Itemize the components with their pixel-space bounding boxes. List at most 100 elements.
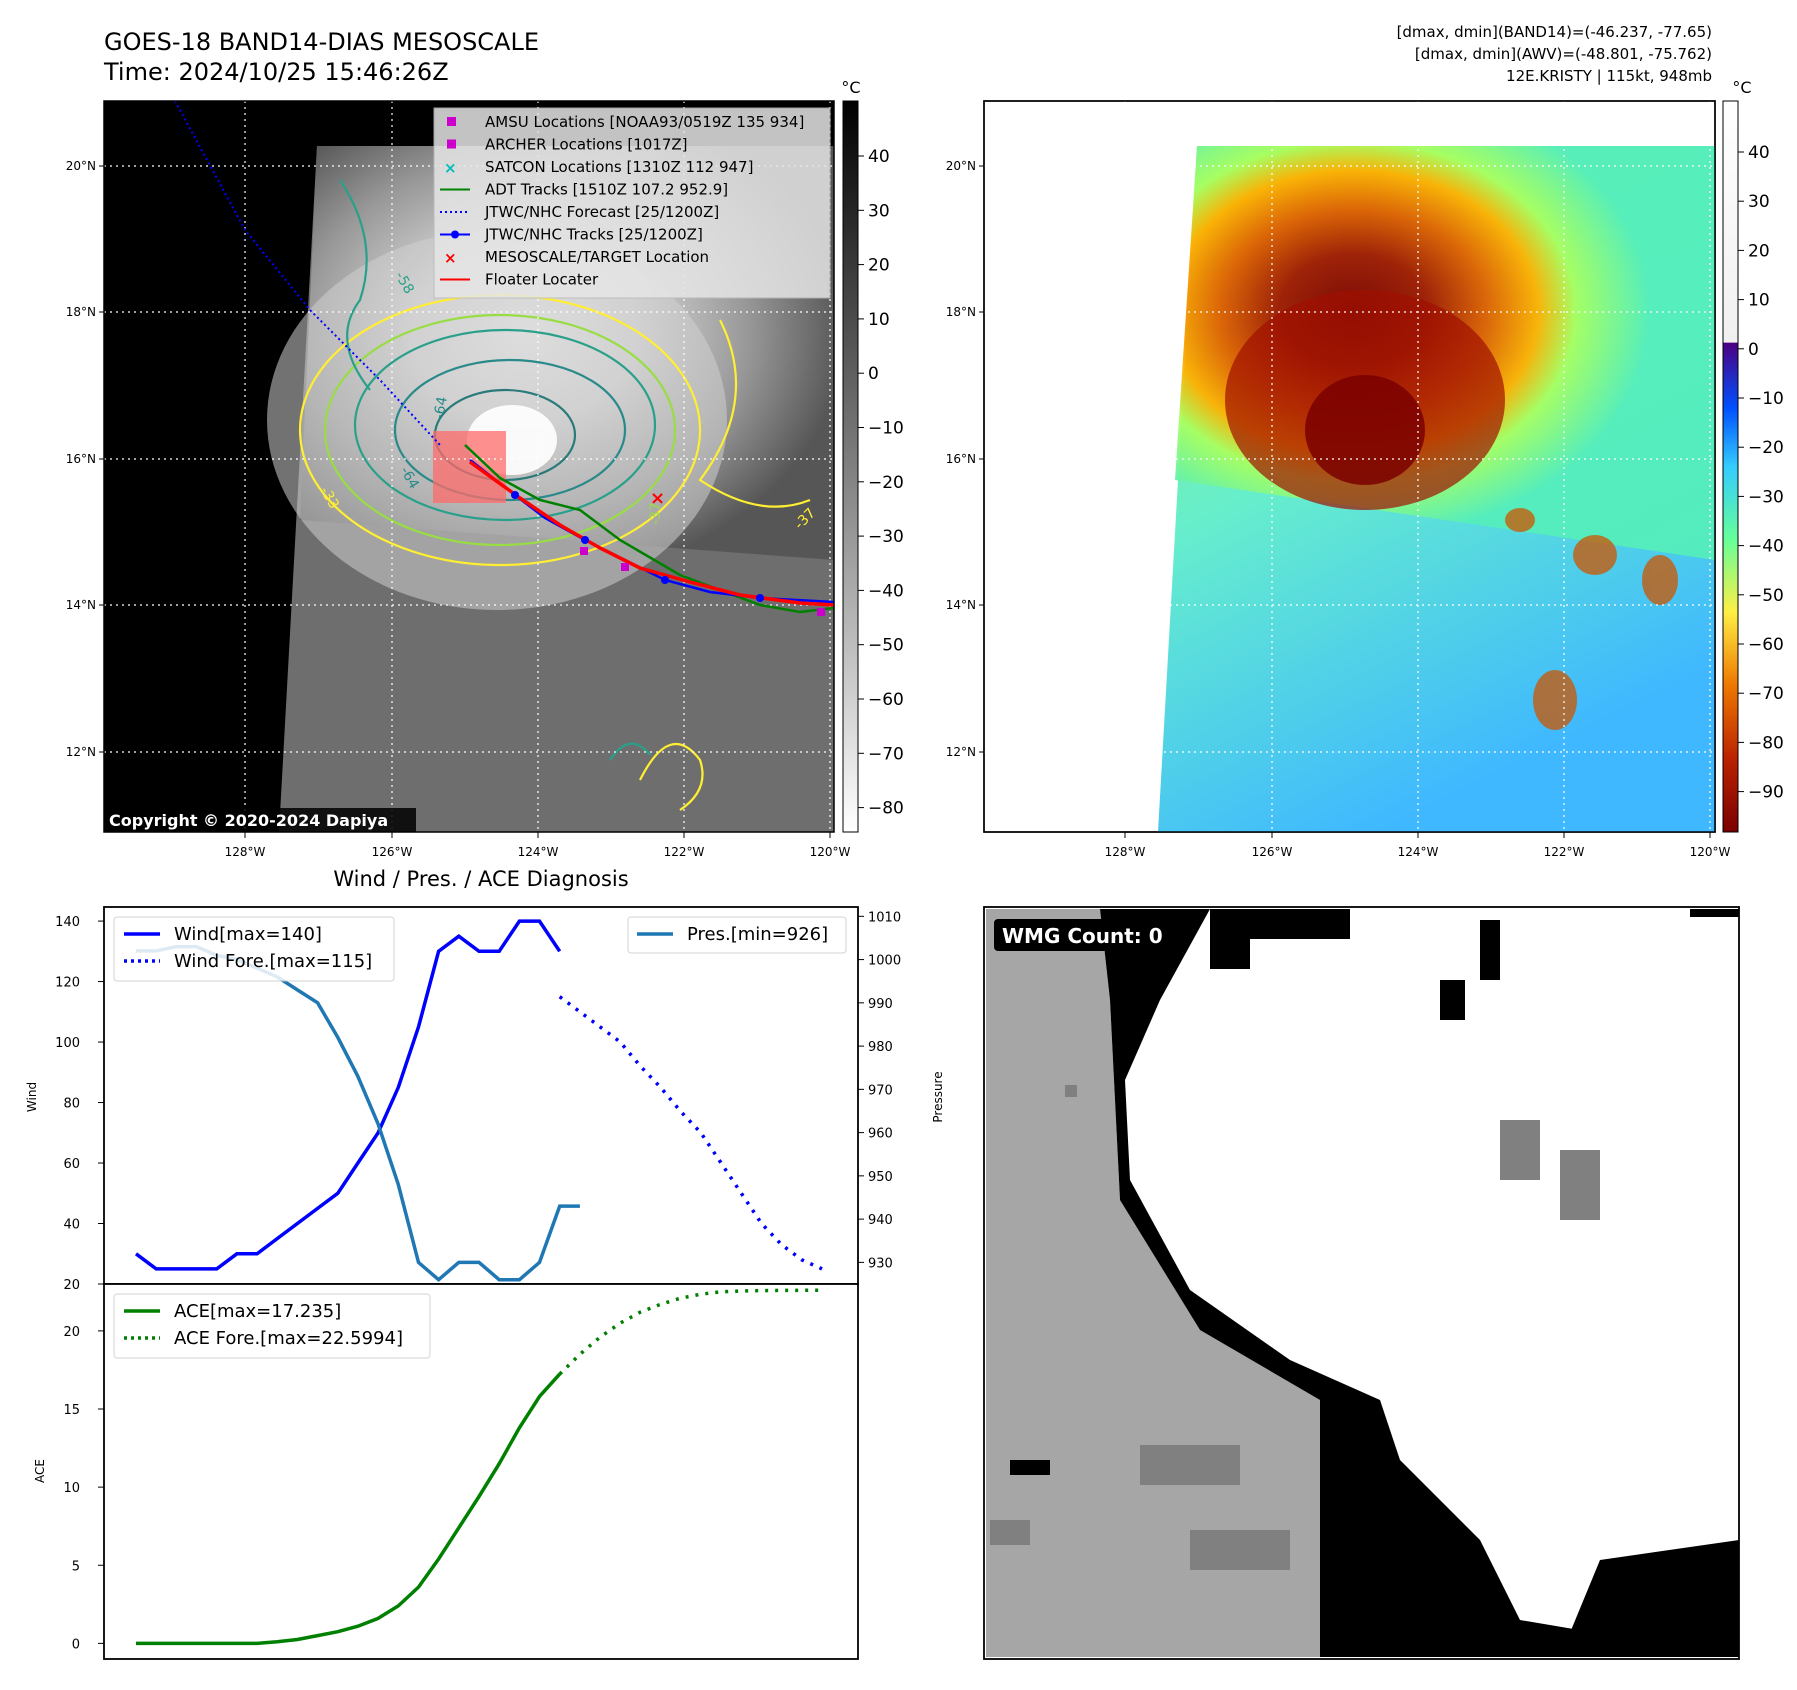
color-ir-map-panel: 20°N 18°N 16°N 14°N 12°N 128°W 126°W 124°W 122°…	[946, 100, 1731, 859]
pressure-legend: Pres.[min=926]	[627, 916, 847, 954]
floater-track	[468, 460, 835, 607]
lat-label: 16°N	[946, 452, 976, 466]
ace-tick-label: 20	[63, 1325, 80, 1340]
legend-marker: ×	[444, 249, 457, 267]
lat-label: 12°N	[66, 745, 96, 759]
legend-marker	[447, 139, 456, 149]
legend-marker: ×	[444, 159, 457, 177]
colorbar-tick-label: −60	[868, 690, 904, 710]
legend-entry: ADT Tracks [1510Z 107.2 952.9]	[440, 181, 728, 199]
pressure-tick-label: 970	[868, 1083, 893, 1098]
info-line-3: 12E.KRISTY | 115kt, 948mb	[1506, 67, 1712, 85]
colorbar-tick-label: −70	[1748, 684, 1784, 704]
pressure-tick-label: 960	[868, 1127, 893, 1142]
wind-tick-label: 20	[63, 1278, 80, 1293]
wmg-black-region	[1100, 909, 1739, 1657]
colorbar-tick-label: 20	[1748, 241, 1770, 261]
lon-label: 120°W	[810, 845, 851, 859]
colorbar-tick-label: −80	[868, 799, 904, 819]
adt-track	[464, 444, 835, 614]
ace-series-line	[136, 1372, 561, 1646]
lat-label: 14°N	[946, 598, 976, 612]
target-box	[433, 431, 506, 503]
gray-colorbar: °C 40 30 20 10 0 −10 −20 −30 −40 −50 −60 −70 −80	[841, 78, 904, 833]
ace-axis-label: ACE	[33, 1459, 47, 1483]
legend-entry: × SATCON Locations [1310Z 112 947]	[444, 158, 753, 177]
color-map-grid	[984, 101, 1715, 832]
wmg-panel: WMG Count: 0	[983, 906, 1740, 1660]
lon-label: 120°W	[1690, 845, 1731, 859]
wind-axis-label: Wind	[25, 1082, 39, 1112]
legend-pressure: Pres.[min=926]	[687, 924, 828, 945]
lon-label: 122°W	[1544, 845, 1585, 859]
colorbar-tick-label: −50	[868, 636, 904, 656]
colorbar-tick-label: −70	[868, 744, 904, 764]
colorbar-tick-label: −80	[1748, 733, 1784, 753]
colorbar-tick-label: −40	[1748, 537, 1784, 557]
colorbar-tick-label: −20	[868, 473, 904, 493]
lon-label: 126°W	[372, 845, 413, 859]
colorbar-tick-label: −10	[1748, 389, 1784, 409]
colorbar-tick-label: −40	[868, 581, 904, 601]
lon-label: 128°W	[1105, 845, 1146, 859]
wind-tick-label: 80	[63, 1097, 80, 1112]
legend-entry: JTWC/NHC Tracks [25/1200Z]	[440, 226, 703, 244]
lon-label: 122°W	[664, 845, 705, 859]
lat-label: 14°N	[66, 598, 96, 612]
ace-tick-label: 10	[63, 1481, 80, 1496]
colorbar-tick-label: 0	[868, 364, 879, 384]
pressure-tick-label: 1010	[868, 910, 901, 925]
lat-label: 20°N	[66, 159, 96, 173]
wind-tick-label: 140	[55, 915, 80, 930]
legend-wind: Wind[max=140]	[174, 924, 322, 945]
colorbar-tick-label: −60	[1748, 635, 1784, 655]
legend-marker	[447, 117, 456, 126]
lat-label: 16°N	[66, 452, 96, 466]
diagnosis-title: Wind / Pres. / ACE Diagnosis	[333, 867, 628, 891]
ace-tick-label: 5	[72, 1559, 80, 1574]
wind-series-line	[134, 919, 562, 1271]
pressure-tick-label: 990	[868, 997, 893, 1012]
wind-tick-label: 120	[55, 976, 80, 991]
pressure-tick-label: 930	[868, 1256, 893, 1271]
colorbar-tick-label: 10	[868, 310, 890, 330]
ir-map-panel: × -58 -64 -64 -33 -37 -37 AMSU Locations…	[66, 100, 851, 859]
colorbar-tick-label: 10	[1748, 291, 1770, 311]
legend-label: ADT Tracks [1510Z 107.2 952.9]	[485, 181, 728, 199]
copyright-notice: Copyright © 2020-2024 Dapiya	[109, 811, 388, 830]
legend-label: ARCHER Locations [1017Z]	[485, 136, 688, 154]
legend-label: SATCON Locations [1310Z 112 947]	[485, 158, 753, 176]
figure-title: GOES-18 BAND14-DIAS MESOSCALE	[104, 28, 539, 56]
legend-label: Floater Locater	[485, 271, 599, 289]
wind-tick-label: 60	[63, 1157, 80, 1172]
ace-tick-label: 0	[72, 1637, 80, 1652]
colorbar-tick-label: −50	[1748, 586, 1784, 606]
pressure-tick-label: 1000	[868, 954, 901, 969]
lat-label: 18°N	[946, 305, 976, 319]
lon-label: 126°W	[1252, 845, 1293, 859]
wind-tick-label: 100	[55, 1036, 80, 1051]
lat-label: 18°N	[66, 305, 96, 319]
ace-legend: ACE[max=17.235] ACE Fore.[max=22.5994]	[113, 1293, 431, 1359]
colorbar-tick-label: 40	[1748, 143, 1770, 163]
colorbar-tick-label: −30	[1748, 487, 1784, 507]
legend-entry: AMSU Locations [NOAA93/0519Z 135 934]	[447, 113, 804, 131]
pressure-axis-label: Pressure	[931, 1071, 945, 1122]
ace-chart: 20 15 10 5 0 ACE ACE[max=17.235] ACE Fore.[m…	[33, 1283, 859, 1660]
lon-label: 124°W	[518, 845, 559, 859]
legend-label: JTWC/NHC Tracks [25/1200Z]	[484, 226, 703, 244]
info-line-1: [dmax, dmin](BAND14)=(-46.237, -77.65)	[1397, 23, 1712, 41]
legend-label: JTWC/NHC Forecast [25/1200Z]	[484, 203, 719, 221]
wind-forecast-series-line	[558, 995, 823, 1271]
legend-label: MESOSCALE/TARGET Location	[485, 248, 709, 266]
legend-wind-forecast: Wind Fore.[max=115]	[174, 951, 372, 972]
figure-time: Time: 2024/10/25 15:46:26Z	[103, 58, 449, 86]
lat-label: 12°N	[946, 745, 976, 759]
pressure-tick-label: 980	[868, 1040, 893, 1055]
legend-label: AMSU Locations [NOAA93/0519Z 135 934]	[485, 113, 804, 131]
contour-label: -64	[431, 395, 451, 420]
lat-label: 20°N	[946, 159, 976, 173]
colorbar-tick-label: 30	[868, 201, 890, 221]
lon-label: 124°W	[1398, 845, 1439, 859]
